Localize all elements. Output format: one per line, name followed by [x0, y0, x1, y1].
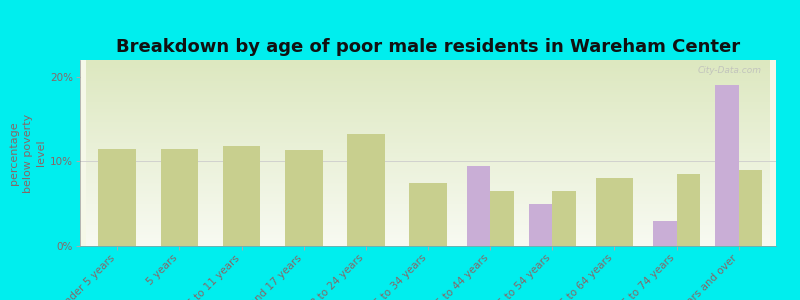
Text: City-Data.com: City-Data.com [698, 66, 762, 75]
Bar [98, 149, 136, 246]
Bar [347, 134, 385, 246]
Bar [552, 191, 576, 246]
Bar [529, 204, 552, 246]
Bar [490, 191, 514, 246]
Bar [222, 146, 261, 246]
Y-axis label: percentage
below poverty
level: percentage below poverty level [10, 113, 46, 193]
Bar [285, 151, 322, 246]
Bar [466, 166, 490, 246]
Bar [409, 183, 447, 246]
Bar [161, 149, 198, 246]
Bar [715, 85, 738, 246]
Bar [738, 170, 762, 246]
Bar [653, 220, 677, 246]
Bar [595, 178, 634, 246]
Bar [677, 174, 700, 246]
Title: Breakdown by age of poor male residents in Wareham Center: Breakdown by age of poor male residents … [116, 38, 740, 56]
